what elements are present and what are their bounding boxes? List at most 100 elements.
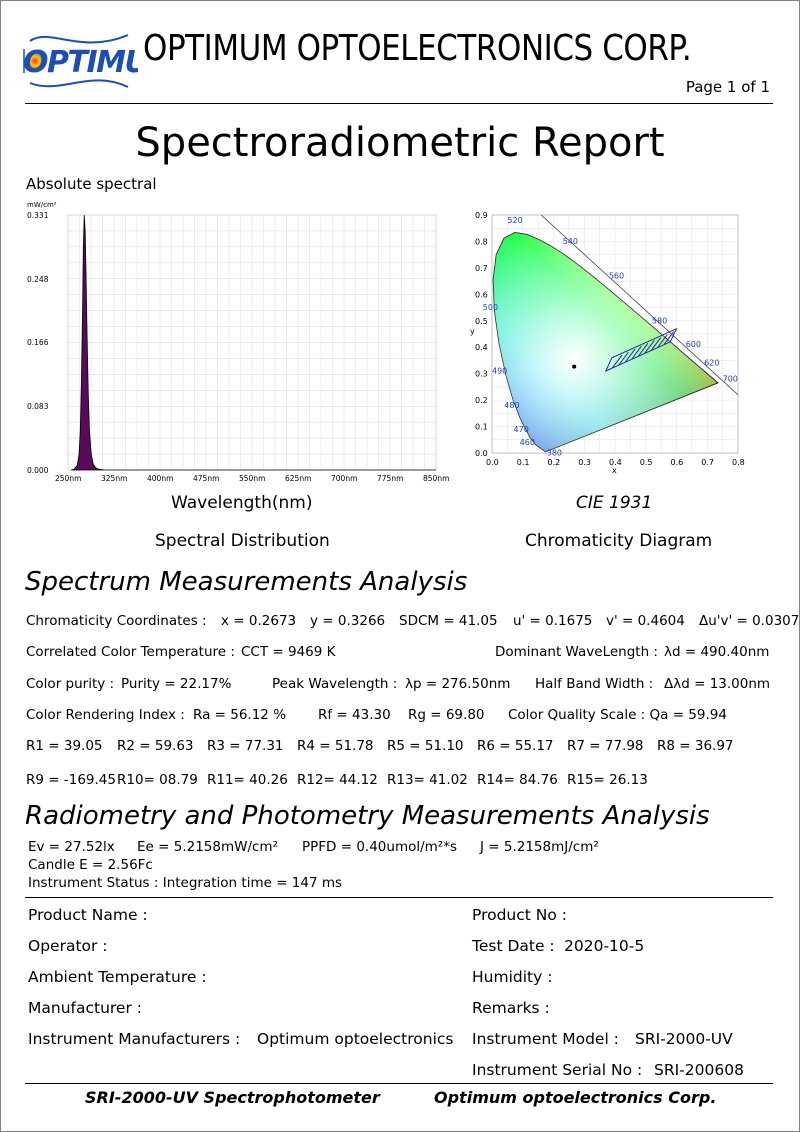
- cie-y-tick: 0.9: [475, 211, 488, 220]
- cie-x-tick: 0.5: [640, 458, 653, 467]
- footer-company: Optimum optoelectronics Corp.: [434, 1088, 717, 1107]
- spectral-caption: Spectral Distribution: [155, 531, 330, 551]
- cie-y-label: y: [470, 327, 475, 336]
- test-date-label: Test Date :: [472, 937, 555, 955]
- cie-caption: Chromaticity Diagram: [525, 531, 713, 551]
- info-divider-bottom: [25, 1083, 773, 1084]
- ev-value: Ev = 27.52lx: [28, 839, 115, 855]
- tolerance-region: [604, 327, 678, 373]
- cie-wavelength-label: 540: [563, 237, 578, 246]
- peak-value: λp = 276.50nm: [405, 676, 511, 692]
- sdcm-value: SDCM = 41.05: [399, 613, 498, 629]
- cie-y-tick: 0.1: [475, 423, 488, 432]
- spectral-x-tick: 700nm: [331, 474, 357, 483]
- cie-wavelength-label: 500: [483, 303, 498, 312]
- instrument-serial-value: SRI-200608: [654, 1061, 744, 1079]
- product-name-label: Product Name :: [28, 906, 148, 924]
- spectrum-heading: Spectrum Measurements Analysis: [25, 567, 468, 597]
- instrument-serial-label: Instrument Serial No :: [472, 1061, 643, 1079]
- cie-wavelength-label: 700: [723, 375, 738, 384]
- j-value: J = 5.2158mJ/cm²: [480, 839, 599, 855]
- dominant-label: Dominant WaveLength :: [495, 644, 658, 660]
- radiometry-heading: Radiometry and Photometry Measurements A…: [25, 801, 710, 831]
- instrument-model-label: Instrument Model :: [472, 1030, 619, 1048]
- rf-value: Rf = 43.30: [318, 707, 391, 723]
- halfband-value: Δλd = 13.00nm: [664, 676, 771, 692]
- purity-value: Purity = 22.17%: [121, 676, 232, 692]
- spectral-x-tick: 475nm: [193, 474, 219, 483]
- svg-text:OPTIMUM: OPTIMUM: [23, 45, 138, 80]
- r14-value: R14= 84.76: [477, 772, 558, 788]
- cie-title: CIE 1931: [576, 493, 653, 513]
- cie-y-tick: 0.3: [475, 370, 488, 379]
- test-date-value: 2020-10-5: [564, 937, 645, 955]
- cri-label: Color Rendering Index :: [26, 707, 185, 723]
- report-title: Spectroradiometric Report: [135, 120, 665, 166]
- ra-value: Ra = 56.12 %: [193, 707, 287, 723]
- humidity-label: Humidity :: [472, 968, 553, 986]
- x-value: x = 0.2673: [221, 613, 297, 629]
- spectral-x-label: Wavelength(nm): [171, 493, 313, 513]
- r5-value: R5 = 51.10: [387, 738, 464, 754]
- r2-value: R2 = 59.63: [117, 738, 194, 754]
- r10-value: R10= 08.79: [117, 772, 198, 788]
- spectral-x-tick: 325nm: [101, 474, 127, 483]
- spectral-section-label: Absolute spectral: [26, 175, 157, 193]
- r7-value: R7 = 77.98: [567, 738, 644, 754]
- footer-instrument: SRI-2000-UV Spectrophotometer: [85, 1088, 380, 1107]
- cie-wavelength-label: 620: [704, 359, 719, 368]
- spectral-x-tick: 775nm: [377, 474, 403, 483]
- cie-chart: 0.0 0.1 0.2 0.3 0.4 0.5 0.6 0.7 0.8 0.0 0.1 0.2 0.3 0…: [470, 211, 745, 475]
- header-divider: [25, 103, 773, 104]
- spectral-chart: mW/cm² 250nm 325nm 400nm 475nm 550nm 625nm 700…: [27, 201, 449, 483]
- info-divider-top: [25, 897, 773, 898]
- spectral-area: [70, 214, 436, 471]
- spectral-x-tick: 550nm: [239, 474, 265, 483]
- cie-x-tick: 0.8: [732, 458, 745, 467]
- u-value: u' = 0.1675: [513, 613, 593, 629]
- cqs-value: Color Quality Scale : Qa = 59.94: [508, 707, 727, 723]
- diagonal-line: [540, 214, 739, 396]
- cie-y-tick: 0.5: [475, 317, 488, 326]
- peak-label: Peak Wavelength :: [272, 676, 398, 692]
- ppfd-value: PPFD = 0.40umol/m²*s: [302, 839, 458, 855]
- r1-value: R1 = 39.05: [26, 738, 103, 754]
- r9-value: R9 = -169.45: [26, 772, 116, 788]
- purity-label: Color purity :: [26, 676, 115, 692]
- cie-wavelength-label: 560: [609, 271, 624, 280]
- spectral-y-tick: 0.000: [27, 466, 49, 475]
- spectral-x-tick: 625nm: [285, 474, 311, 483]
- r13-value: R13= 41.02: [387, 772, 468, 788]
- company-name: OPTIMUM OPTOELECTRONICS CORP.: [143, 28, 692, 69]
- cie-y-tick: 0.8: [475, 237, 488, 246]
- r15-value: R15= 26.13: [567, 772, 648, 788]
- cie-x-tick: 0.0: [486, 458, 499, 467]
- r8-value: R8 = 36.97: [657, 738, 734, 754]
- cie-wavelength-label: 580: [652, 316, 667, 325]
- ee-value: Ee = 5.2158mW/cm²: [137, 839, 278, 855]
- rg-value: Rg = 69.80: [408, 707, 485, 723]
- instrument-manufacturer-value: Optimum optoelectronics: [257, 1030, 454, 1048]
- chromaticity-label: Chromaticity Coordinates :: [26, 613, 207, 629]
- spectral-y-tick: 0.083: [27, 402, 49, 411]
- cie-wavelength-label: 460: [520, 438, 535, 447]
- spectral-x-tick: 250nm: [55, 474, 81, 483]
- spectral-y-tick: 0.166: [27, 338, 49, 347]
- cie-wavelength-label: 380: [547, 449, 562, 458]
- cie-wavelength-label: 490: [492, 367, 507, 376]
- product-no-label: Product No :: [472, 906, 568, 924]
- cie-x-tick: 0.1: [517, 458, 530, 467]
- r6-value: R6 = 55.17: [477, 738, 554, 754]
- cie-y-tick: 0.7: [475, 264, 488, 273]
- r4-value: R4 = 51.78: [297, 738, 374, 754]
- company-logo: OPTIMUM: [23, 34, 138, 88]
- page-number: Page 1 of 1: [685, 78, 770, 96]
- cie-x-tick: 0.3: [578, 458, 591, 467]
- remarks-label: Remarks :: [472, 999, 550, 1017]
- spectral-y-tick: 0.248: [27, 275, 49, 284]
- duv-value: Δu'v' = 0.0307: [699, 613, 800, 629]
- cie-x-tick: 0.6: [671, 458, 684, 467]
- cie-x-label: x: [612, 466, 617, 475]
- cie-wavelength-label: 470: [514, 425, 529, 434]
